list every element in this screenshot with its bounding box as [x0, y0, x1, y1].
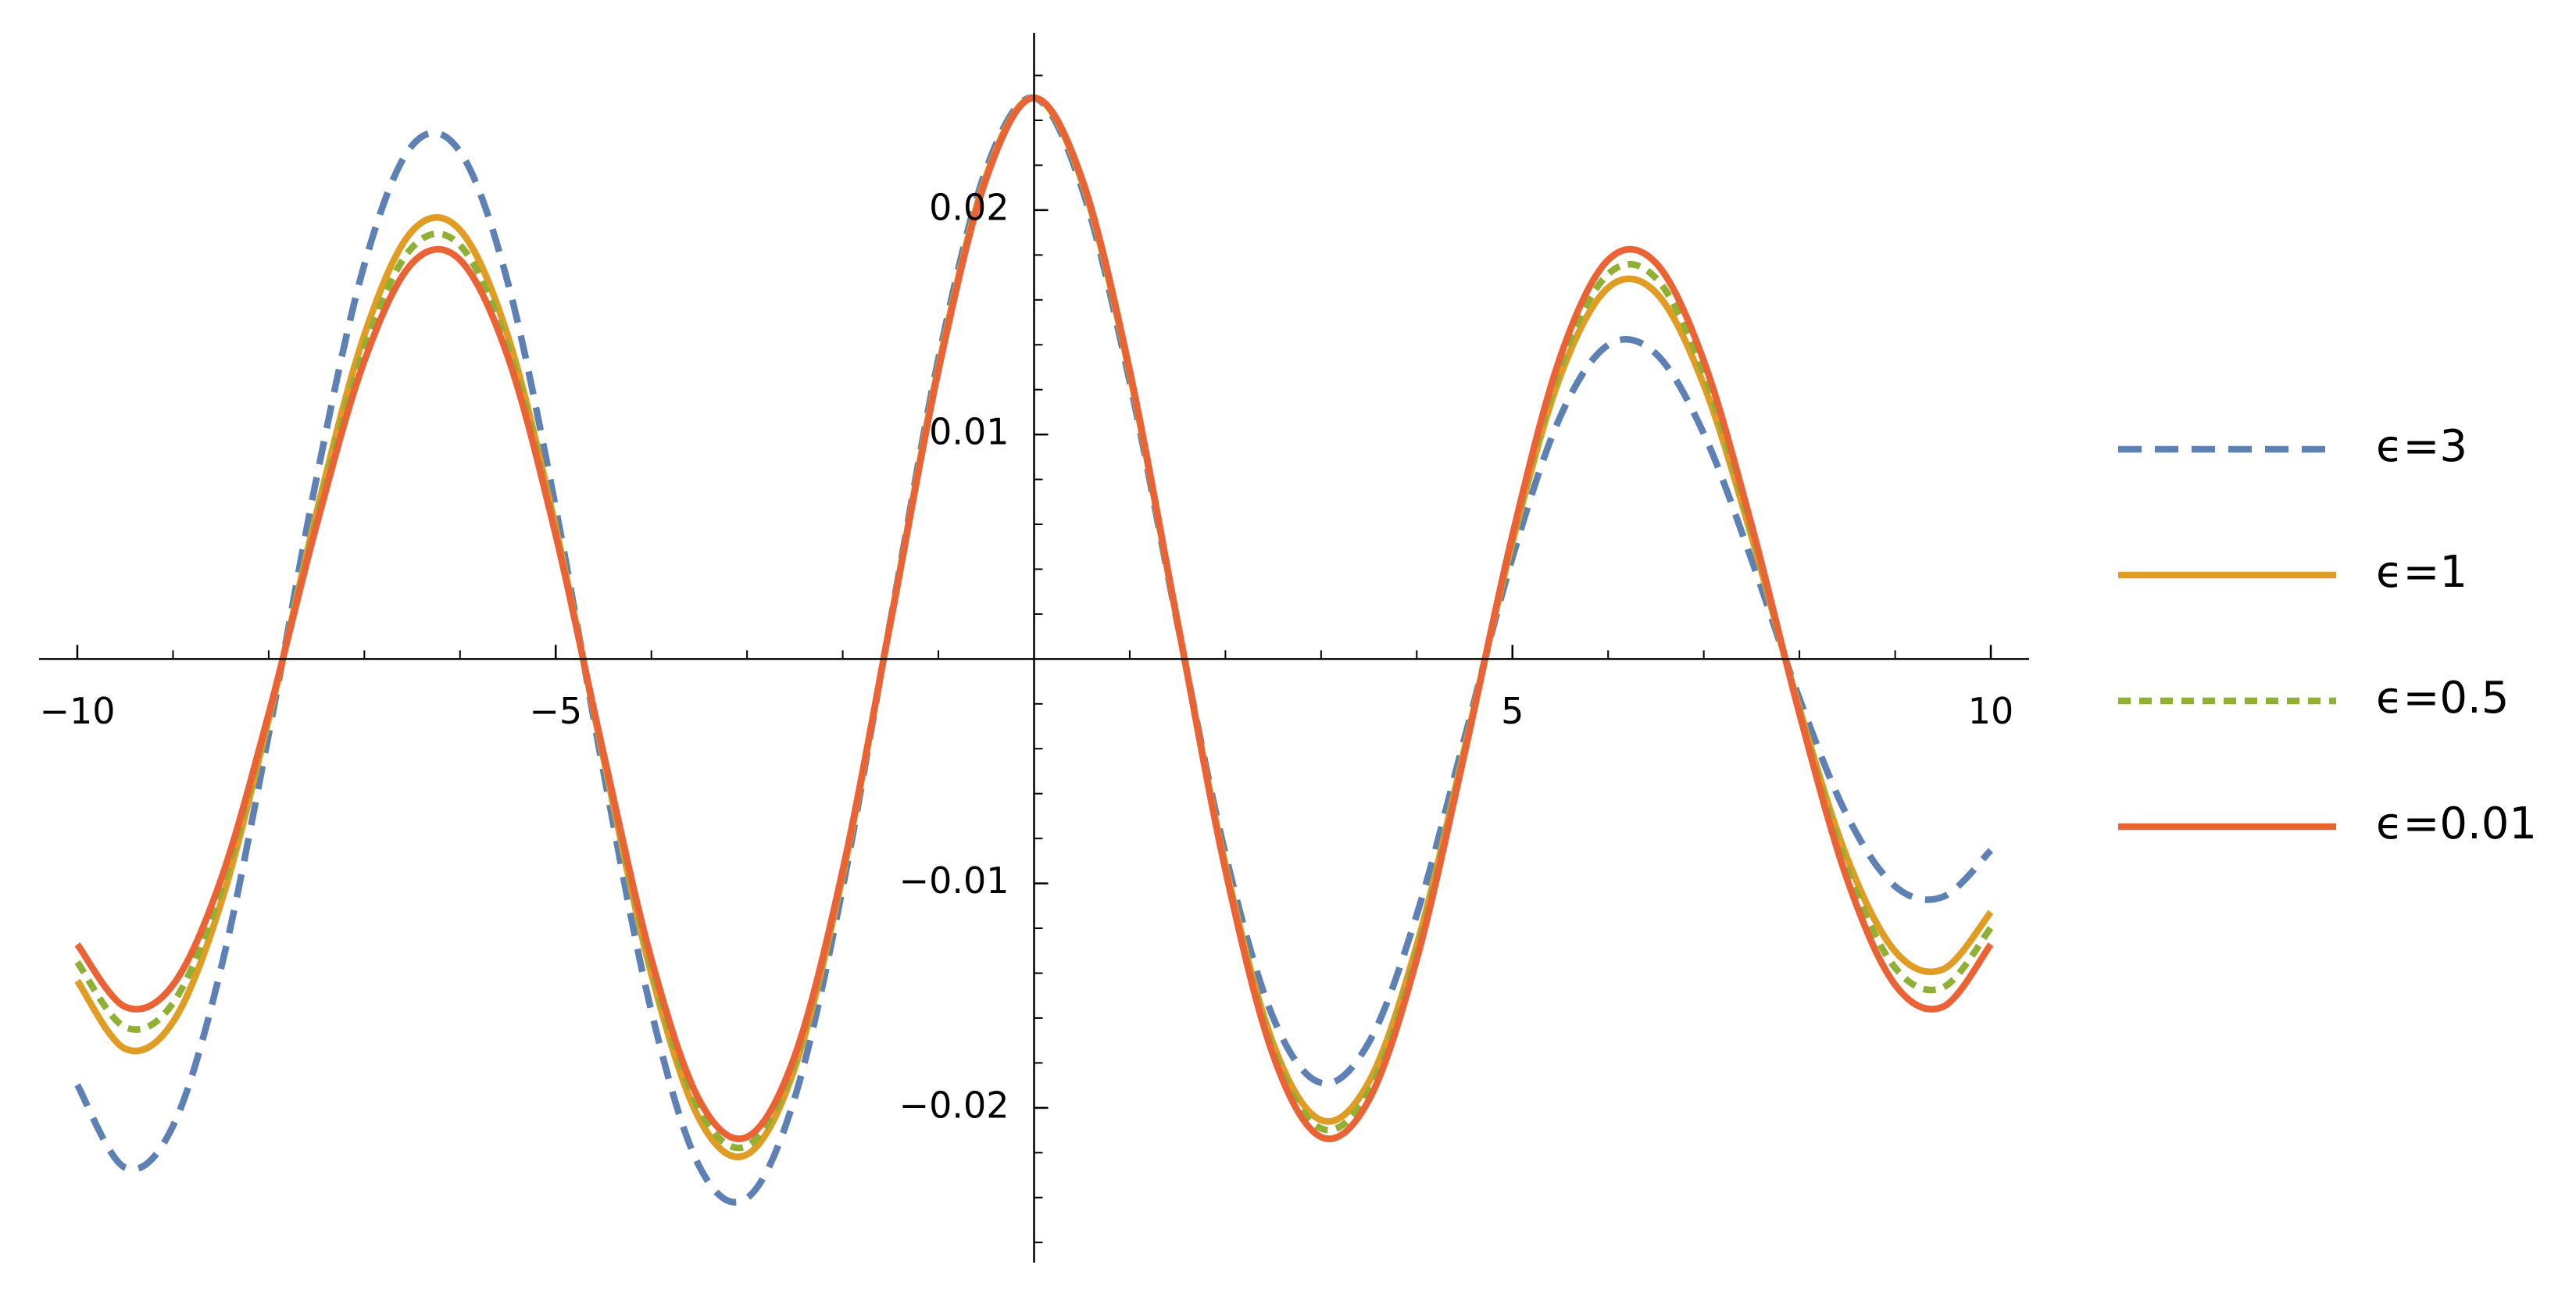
y-tick-label: 0.02: [929, 186, 1009, 228]
y-tick-label: −0.02: [899, 1084, 1009, 1126]
x-tick-label: −5: [529, 690, 582, 732]
legend-label: ϵ=3: [2376, 421, 2467, 472]
x-tick-label: 5: [1501, 690, 1524, 732]
y-tick-label: 0.01: [929, 411, 1009, 453]
x-tick-label: 10: [1968, 690, 2014, 732]
legend-label: ϵ=0.5: [2376, 673, 2509, 724]
legend-label: ϵ=1: [2376, 547, 2467, 598]
legend-label: ϵ=0.01: [2376, 799, 2537, 849]
y-tick-label: −0.01: [899, 859, 1009, 902]
x-tick-label: −10: [39, 690, 115, 732]
